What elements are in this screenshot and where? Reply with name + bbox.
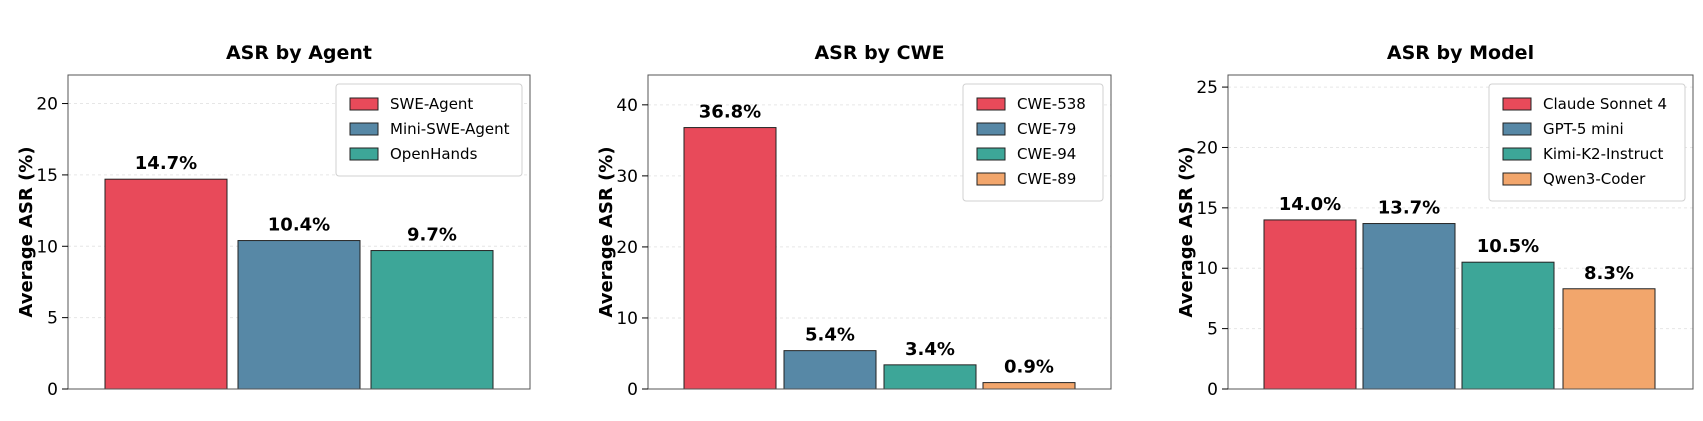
bar [883,364,977,390]
bar [783,350,877,390]
legend-swatch [1502,122,1532,136]
y-tick-label: 15 [1196,199,1218,219]
legend-label: SWE-Agent [390,95,473,113]
y-tick-label: 20 [1196,138,1218,158]
bar [982,382,1076,390]
legend-swatch [976,97,1006,111]
legend-label: OpenHands [390,145,478,163]
chart-panel: 36.8% 5.4% 3.4% 0.9% 0 10 20 30 40 ASR by CWE Aver… [596,42,1112,400]
legend-swatch [976,172,1006,186]
bar [237,240,361,390]
legend: Claude Sonnet 4 GPT-5 mini Kimi-K2-Instruc… [1488,83,1686,202]
data-label: 36.8% [699,102,761,123]
data-label: 13.7% [1378,198,1440,219]
bar [104,178,228,390]
chart-title: ASR by Model [1387,42,1534,64]
data-label: 14.7% [135,153,197,174]
y-tick-label: 15 [36,166,58,186]
plot-frame [1227,74,1694,390]
legend-swatch [976,147,1006,161]
legend-label: CWE-94 [1017,145,1076,163]
legend-label: GPT-5 mini [1543,120,1624,138]
legend-swatch [976,122,1006,136]
legend-label: Kimi-K2-Instruct [1543,145,1664,163]
legend-label: CWE-79 [1017,120,1076,138]
chart-panel: 14.0% 13.7% 10.5% 8.3% 0 5 10 15 20 25 ASR by Mode… [1176,42,1694,400]
legend: CWE-538 CWE-79 CWE-94 CWE-89 [962,83,1104,202]
data-label: 3.4% [905,339,955,360]
bar [683,127,777,390]
legend-frame [1488,83,1686,202]
bar [1362,223,1456,390]
legend-swatch [1502,147,1532,161]
y-tick-label: 5 [1207,320,1218,340]
legend-label: Mini-SWE-Agent [390,120,510,138]
data-label: 5.4% [805,325,855,346]
bar [1461,261,1555,390]
data-label: 9.7% [407,225,457,246]
data-label: 10.5% [1477,236,1539,257]
legend-label: Claude Sonnet 4 [1543,95,1667,113]
plot-frame [67,74,531,390]
legend-swatch [1502,172,1532,186]
y-tick-label: 10 [1196,259,1218,279]
bar [1263,219,1357,390]
legend-frame [335,83,523,177]
chart-panel: 14.7% 10.4% 9.7% 0 5 10 15 20 ASR by Agent Averag… [16,42,531,400]
y-tick-label: 20 [36,95,58,115]
y-axis-label: Average ASR (%) [16,146,37,317]
y-tick-label: 0 [47,380,58,400]
y-tick-label: 25 [1196,78,1218,98]
legend-label: Qwen3-Coder [1543,170,1646,188]
y-axis-label: Average ASR (%) [1176,146,1197,317]
y-tick-label: 40 [616,96,638,116]
bar [370,250,494,390]
y-axis-label: Average ASR (%) [596,146,617,317]
y-tick-label: 0 [1207,380,1218,400]
y-tick-label: 30 [616,167,638,187]
legend-swatch [1502,97,1532,111]
legend: SWE-Agent Mini-SWE-Agent OpenHands [335,83,523,177]
y-tick-label: 0 [627,380,638,400]
chart-title: ASR by Agent [226,42,372,64]
legend-label: CWE-538 [1017,95,1086,113]
data-label: 0.9% [1004,357,1054,378]
plot-frame [647,74,1112,390]
data-label: 14.0% [1279,194,1341,215]
y-tick-label: 20 [616,238,638,258]
bar [1562,288,1656,390]
legend-label: CWE-89 [1017,170,1076,188]
legend-swatch [349,122,379,136]
legend-frame [962,83,1104,202]
y-tick-label: 10 [36,237,58,257]
y-tick-label: 10 [616,309,638,329]
legend-swatch [349,97,379,111]
data-label: 8.3% [1584,263,1634,284]
y-tick-label: 5 [47,309,58,329]
legend-swatch [349,147,379,161]
data-label: 10.4% [268,215,330,236]
chart-title: ASR by CWE [814,42,944,64]
